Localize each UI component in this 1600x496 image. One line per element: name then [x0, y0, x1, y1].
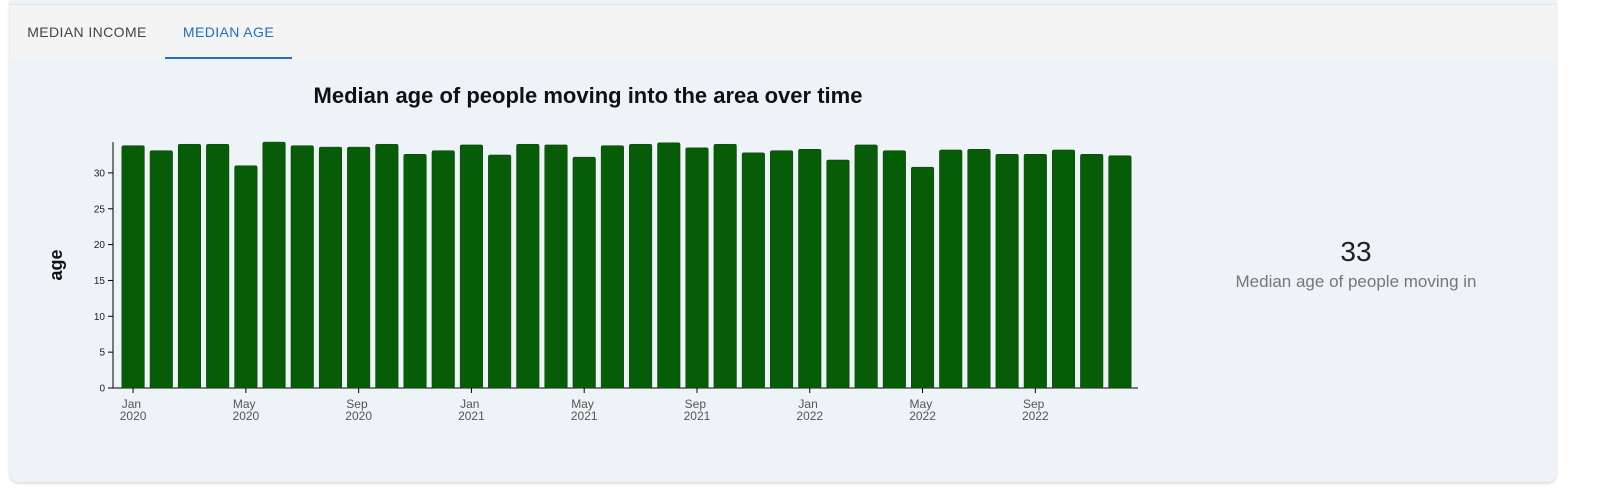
x-tick-label-line: 2021 — [458, 409, 485, 423]
x-tick-label: Sep 2020 — [345, 397, 372, 423]
bar — [1108, 155, 1132, 389]
bar — [1051, 149, 1076, 389]
bar — [149, 150, 173, 389]
bar — [375, 143, 399, 389]
bar — [177, 143, 202, 389]
x-tick-label-line: May — [233, 397, 259, 411]
card: MEDIAN INCOME MEDIAN AGE Median age of p… — [10, 0, 1556, 482]
bar — [206, 143, 230, 389]
tab[interactable]: MEDIAN INCOME — [27, 24, 147, 40]
x-tick-label-line: 2020 — [345, 409, 372, 423]
x-tick-label-line: 2021 — [684, 409, 711, 423]
bar — [600, 145, 624, 389]
bar — [1080, 154, 1104, 389]
bar — [234, 165, 258, 389]
tab-active[interactable]: MEDIAN AGE — [165, 5, 292, 59]
x-tick-label-line: Jan — [798, 397, 821, 411]
x-tick-label-line: Sep — [1023, 397, 1048, 411]
x-tick-label: May 2020 — [233, 397, 260, 423]
x-tick-label-line: May — [910, 397, 936, 411]
y-axis-label: age — [46, 249, 66, 280]
bar — [572, 156, 596, 389]
x-tick-label: Jan 2022 — [796, 397, 823, 423]
x-tick-label-line: 2020 — [120, 409, 147, 423]
x-tick-label: Jan 2021 — [458, 397, 485, 423]
bar — [826, 159, 850, 389]
stat: 33 Median age of people moving in — [1210, 236, 1502, 292]
x-tick-label-line: 2022 — [1022, 409, 1049, 423]
x-tick-label: Sep 2022 — [1022, 397, 1049, 423]
bar — [798, 148, 822, 389]
x-tick-label-line: 2022 — [796, 409, 823, 423]
x-tick-label-line: May — [571, 397, 597, 411]
bar — [995, 154, 1019, 389]
stat-value: 33 — [1340, 236, 1372, 267]
stat-label: Median age of people moving in — [1235, 272, 1477, 291]
tab-bar: MEDIAN INCOME MEDIAN AGE — [10, 4, 1556, 59]
bar — [713, 143, 737, 389]
bar — [516, 143, 540, 389]
bar — [347, 146, 371, 389]
bar — [770, 150, 794, 389]
y-tick-label: 5 — [99, 348, 105, 359]
x-tick-label-line: Sep — [346, 397, 371, 411]
bar — [967, 148, 991, 389]
bar — [685, 147, 709, 389]
x-tick-label-line: Jan — [122, 397, 145, 411]
x-tick-label-line: 2022 — [909, 409, 936, 423]
bar — [629, 143, 653, 389]
bar — [882, 150, 906, 389]
chart-title: Median age of people moving into the are… — [314, 83, 863, 108]
y-tick-label: 30 — [94, 168, 106, 179]
x-tick-label-line: Jan — [460, 397, 483, 411]
bar — [911, 166, 935, 389]
bar — [262, 141, 286, 389]
x-tick-label: Jan 2020 — [120, 397, 147, 423]
x-tick-label: May 2021 — [571, 397, 598, 423]
bar — [939, 149, 963, 389]
bar — [854, 144, 878, 389]
x-tick-label-line: 2020 — [233, 409, 260, 423]
bar — [431, 150, 455, 389]
bar — [121, 145, 145, 389]
x-tick-label-line: Sep — [685, 397, 710, 411]
bar — [657, 142, 681, 389]
bar — [290, 145, 314, 389]
y-tick-label: 25 — [94, 204, 106, 215]
bar — [1023, 154, 1047, 389]
bar — [488, 154, 512, 389]
bar — [741, 152, 765, 389]
x-tick-label: Sep 2021 — [684, 397, 711, 423]
x-tick-label-line: 2021 — [571, 409, 598, 423]
bar — [544, 144, 568, 389]
bar — [459, 144, 483, 389]
y-tick-label: 15 — [94, 276, 106, 287]
bar — [318, 146, 342, 389]
x-tick-label: May 2022 — [909, 397, 936, 423]
y-tick-label: 10 — [94, 312, 106, 323]
y-tick-label: 20 — [94, 240, 106, 251]
bar — [403, 154, 427, 389]
chart: Median age of people moving into the are… — [46, 83, 1138, 423]
y-tick-label: 0 — [99, 384, 105, 395]
